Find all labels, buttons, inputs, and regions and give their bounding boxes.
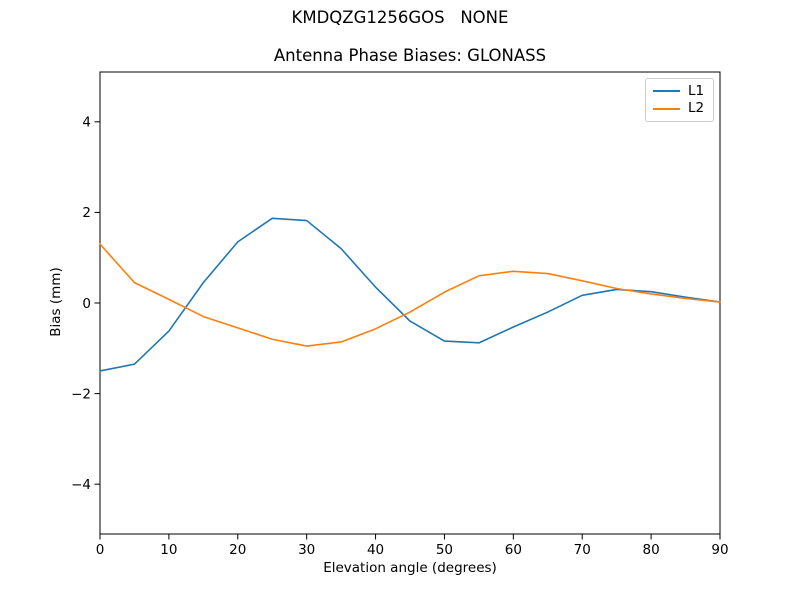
x-tick-label: 20 — [229, 542, 246, 558]
x-tick-label: 0 — [96, 542, 105, 558]
y-tick-label: −2 — [71, 386, 91, 402]
l1-line-swatch — [653, 90, 680, 93]
legend: L1 L2 — [645, 78, 714, 122]
legend-item-l2: L2 — [653, 99, 706, 116]
y-tick-label: 2 — [82, 205, 91, 221]
x-tick-label: 90 — [711, 542, 728, 558]
series-line-l2 — [99, 243, 721, 347]
figure-title: KMDQZG1256GOS NONE — [291, 8, 509, 27]
legend-label-l1: L1 — [688, 82, 705, 99]
x-tick-label: 50 — [436, 542, 453, 558]
axes-spines — [99, 71, 721, 535]
x-tick-label: 80 — [643, 542, 660, 558]
x-tick-label: 60 — [505, 542, 522, 558]
x-tick-label: 30 — [298, 542, 315, 558]
y-tick-label: −4 — [71, 477, 91, 493]
y-axis-label: Bias (mm) — [48, 267, 64, 337]
legend-label-l2: L2 — [688, 99, 705, 116]
x-tick-label: 70 — [574, 542, 591, 558]
series-line-l1 — [99, 217, 721, 372]
x-axis-label: Elevation angle (degrees) — [323, 560, 497, 576]
chart-title: Antenna Phase Biases: GLONASS — [273, 46, 547, 65]
y-tick-label: 0 — [82, 296, 91, 312]
x-tick-label: 40 — [367, 542, 384, 558]
l2-line-swatch — [653, 107, 680, 110]
x-tick-label: 10 — [160, 542, 177, 558]
legend-item-l1: L1 — [653, 82, 706, 99]
y-tick-label: 4 — [82, 115, 91, 131]
